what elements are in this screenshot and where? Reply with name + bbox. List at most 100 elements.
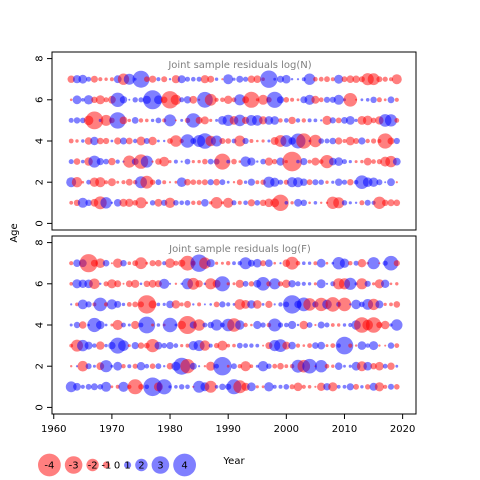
bubbles-log-n: [66, 70, 402, 211]
residual-bubble: [148, 136, 157, 146]
residual-bubble: [109, 112, 126, 129]
residual-bubble: [276, 96, 285, 104]
residual-bubble: [200, 116, 209, 125]
residual-bubble: [209, 303, 212, 306]
residual-bubble: [198, 365, 201, 368]
residual-bubble: [185, 384, 190, 390]
residual-bubble: [288, 280, 296, 288]
residual-bubble: [165, 258, 175, 269]
residual-bubble: [84, 137, 93, 145]
residual-bubble: [162, 317, 178, 333]
residual-bubble: [231, 158, 237, 165]
residual-bubble: [325, 261, 329, 265]
residual-bubble: [290, 201, 294, 205]
residual-bubble: [378, 344, 381, 347]
residual-bubble: [192, 303, 195, 306]
residual-bubble: [131, 117, 139, 124]
residual-bubble: [251, 115, 263, 126]
residual-bubble: [214, 385, 219, 389]
residual-bubble: [73, 321, 81, 329]
residual-bubble: [119, 96, 128, 104]
residual-bubble: [365, 343, 370, 348]
residual-bubble: [260, 260, 267, 267]
residual-bubble: [255, 139, 259, 143]
residual-bubble: [208, 343, 213, 348]
residual-bubble: [258, 94, 269, 105]
residual-bubble: [232, 282, 236, 286]
residual-bubble: [341, 179, 348, 185]
residual-bubble: [96, 341, 105, 350]
residual-bubble: [383, 98, 387, 102]
residual-bubble: [220, 201, 224, 205]
residual-bubble: [265, 300, 273, 308]
residual-bubble: [150, 118, 155, 123]
residual-bubble: [304, 94, 315, 105]
residual-bubble: [311, 95, 320, 104]
residual-bubble: [234, 135, 246, 147]
residual-bubble: [161, 76, 168, 83]
residual-bubble: [119, 116, 128, 125]
residual-bubble: [293, 382, 303, 392]
residual-bubble: [173, 343, 179, 348]
residual-bubble: [232, 343, 236, 348]
residual-bubble: [267, 139, 271, 143]
residual-bubble: [356, 278, 368, 290]
residual-bubble: [335, 137, 343, 145]
residual-bubble: [97, 137, 104, 145]
residual-bubble: [103, 137, 110, 145]
residual-bubble: [195, 116, 203, 124]
residual-bubble: [69, 261, 74, 266]
residual-bubble: [342, 384, 347, 389]
residual-bubble: [318, 138, 325, 144]
residual-bubble: [353, 260, 359, 266]
residual-bubble: [354, 201, 358, 204]
residual-bubble: [177, 75, 186, 84]
residual-bubble: [272, 363, 278, 369]
residual-bubble: [180, 344, 184, 348]
legend-label: 4: [181, 461, 187, 472]
residual-bubble: [144, 76, 150, 82]
residual-bubble: [393, 260, 400, 267]
residual-bubble: [233, 380, 247, 394]
residual-bubble: [387, 342, 395, 349]
residual-bubble: [226, 343, 231, 348]
residual-bubble: [272, 384, 277, 389]
panel-title-log-f: Joint sample residuals log(F): [168, 244, 311, 255]
residual-bubble: [282, 341, 291, 350]
residual-bubble: [387, 178, 395, 187]
residual-bubble: [125, 178, 133, 186]
residual-bubble: [268, 318, 282, 332]
residual-bubble: [382, 363, 388, 369]
residual-bubble: [125, 280, 133, 288]
residual-bubble: [138, 118, 144, 123]
residual-bubble: [284, 201, 289, 205]
residual-bubble: [384, 344, 387, 347]
residual-bubble: [135, 257, 147, 270]
residual-bubble: [342, 159, 347, 165]
residual-bubble: [360, 385, 364, 389]
residual-bubble: [313, 282, 317, 286]
residual-bubble: [86, 179, 91, 185]
residual-bubble: [187, 277, 200, 290]
residual-bubble: [168, 78, 172, 81]
residual-bubble: [125, 198, 134, 207]
residual-bubble: [224, 95, 233, 105]
residual-bubble: [123, 155, 136, 168]
residual-bubble: [184, 158, 191, 165]
residual-bubble: [197, 302, 202, 307]
residual-bubble: [226, 282, 230, 286]
residual-bubble: [296, 323, 300, 327]
residual-bubble: [140, 155, 153, 168]
residual-bubble: [162, 302, 166, 306]
bubbles-log-f: [65, 254, 403, 397]
residual-bubble: [284, 322, 289, 328]
residual-bubble: [166, 362, 174, 370]
residual-bubble: [207, 179, 214, 186]
residual-bubble: [202, 158, 208, 165]
residual-bubble: [183, 96, 192, 104]
y-axis-bottom: 0 2 4 6 8: [35, 239, 52, 411]
residual-bubble: [284, 118, 289, 123]
residual-bubble: [226, 159, 231, 164]
residual-bubble: [85, 363, 92, 370]
residual-bubble: [389, 302, 393, 307]
